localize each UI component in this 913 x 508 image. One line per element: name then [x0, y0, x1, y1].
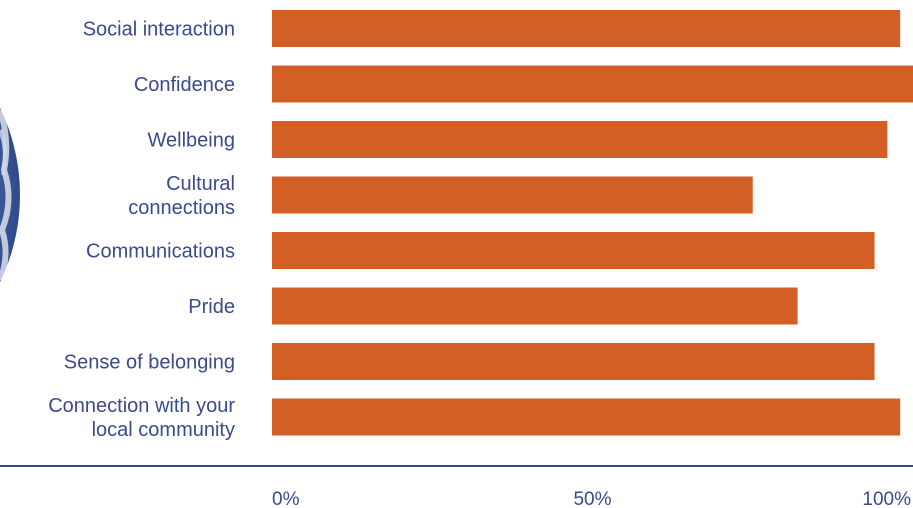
category-label-line: Communications: [86, 241, 235, 263]
category-label: Pride: [188, 296, 235, 318]
category-label: Connection with your local community: [48, 395, 235, 441]
bar: [272, 287, 798, 325]
category-label: Wellbeing: [148, 130, 235, 152]
bar: [272, 121, 888, 158]
x-tick-label: 100%: [862, 489, 911, 508]
category-label-line: Wellbeing: [148, 130, 235, 152]
bars-group: [272, 10, 913, 436]
category-label: Communications: [86, 241, 235, 263]
bar: [272, 65, 913, 103]
x-tick-label: 0%: [272, 489, 300, 508]
category-label-line: Confidence: [134, 74, 235, 96]
category-labels-group: Social interaction Confidence Wellbeing Cul…: [48, 19, 235, 442]
bar: [272, 343, 875, 380]
category-label: Confidence: [134, 74, 235, 96]
category-label-line: Connection with your: [48, 395, 235, 417]
x-tick-label: 50%: [573, 489, 611, 508]
globe-image: [0, 107, 20, 283]
category-label-line: local community: [92, 419, 235, 441]
bar: [272, 10, 901, 47]
x-tick-labels-group: 0% 50% 100%: [272, 489, 911, 508]
category-label-line: Sense of belonging: [64, 352, 235, 374]
category-label: Social interaction: [83, 19, 235, 41]
category-label: Cultural connections: [128, 173, 235, 219]
category-label-line: Pride: [188, 296, 235, 318]
bar: [272, 176, 753, 214]
category-label-line: Social interaction: [83, 19, 235, 41]
bar: [272, 398, 901, 436]
category-label-line: connections: [128, 197, 235, 219]
bar: [272, 232, 875, 269]
category-label: Sense of belonging: [64, 352, 235, 374]
category-label-line: Cultural: [166, 173, 235, 195]
